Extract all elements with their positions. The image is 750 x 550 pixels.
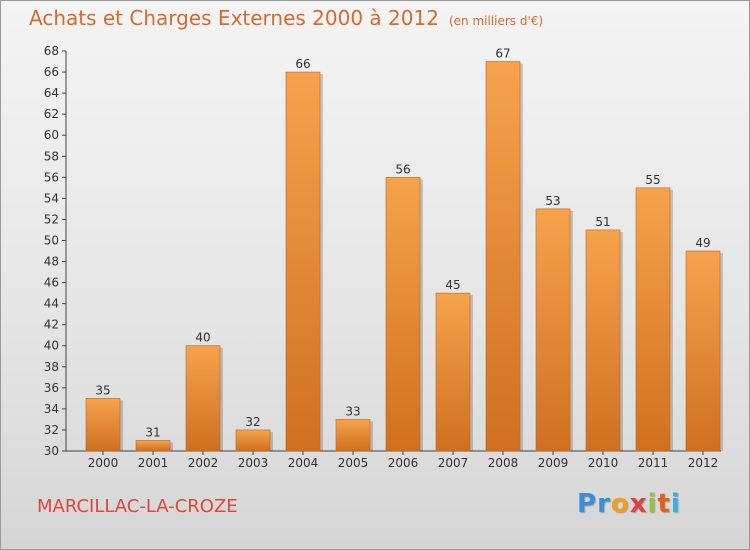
logo-letter: t: [657, 489, 671, 519]
logo-letter: r: [597, 489, 611, 519]
bar-2011: [635, 187, 671, 452]
y-tick-label: 62: [44, 107, 59, 121]
y-tick-label: 68: [44, 44, 59, 58]
logo-letter: P: [577, 489, 598, 519]
x-tick-label: 2003: [238, 456, 269, 470]
y-tick-label: 40: [44, 339, 59, 353]
x-tick-label: 2005: [338, 456, 369, 470]
data-label: 56: [395, 162, 410, 176]
y-tick-label: 36: [44, 381, 59, 395]
x-tick-label: 2012: [688, 456, 719, 470]
bar-2005: [335, 419, 371, 452]
data-label: 35: [95, 383, 110, 397]
proxiti-logo: Proxiti: [577, 489, 681, 519]
data-label: 66: [295, 57, 310, 71]
x-tick-label: 2007: [438, 456, 469, 470]
y-tick-label: 58: [44, 149, 59, 163]
bar-2012: [685, 250, 721, 452]
x-tick-label: 2001: [138, 456, 169, 470]
y-tick-label: 34: [44, 402, 59, 416]
data-label: 31: [145, 425, 160, 439]
x-tick-label: 2004: [288, 456, 319, 470]
data-label: 53: [545, 194, 560, 208]
y-tick-label: 66: [44, 65, 59, 79]
x-tick-label: 2002: [188, 456, 219, 470]
bar-2008: [485, 61, 521, 452]
x-tick-label: 2006: [388, 456, 419, 470]
y-tick-label: 48: [44, 255, 59, 269]
logo-letter: o: [610, 489, 630, 519]
data-label: 55: [645, 173, 660, 187]
y-tick-label: 60: [44, 128, 59, 142]
x-tick-label: 2010: [588, 456, 619, 470]
bar-2004: [285, 71, 321, 452]
bar-2001: [135, 440, 171, 452]
logo-letter: i: [670, 489, 681, 519]
x-tick-label: 2009: [538, 456, 569, 470]
y-tick-label: 38: [44, 360, 59, 374]
y-tick-label: 32: [44, 423, 59, 437]
x-tick-label: 2008: [488, 456, 519, 470]
bar-2000: [85, 398, 121, 452]
y-tick-label: 50: [44, 233, 59, 247]
logo-letter: i: [647, 489, 658, 519]
data-label: 51: [595, 215, 610, 229]
data-label: 32: [245, 415, 260, 429]
y-tick-label: 42: [44, 318, 59, 332]
y-tick-label: 44: [44, 297, 59, 311]
y-tick-label: 64: [44, 86, 59, 100]
bar-2006: [385, 177, 421, 452]
bar-2003: [235, 429, 271, 452]
town-name: MARCILLAC-LA-CROZE: [37, 496, 238, 517]
y-tick-label: 54: [44, 191, 59, 205]
y-tick-label: 52: [44, 212, 59, 226]
x-tick-label: 2011: [638, 456, 669, 470]
y-tick-label: 56: [44, 170, 59, 184]
chart-title: Achats et Charges Externes 2000 à 2012 (e…: [29, 6, 543, 30]
data-label: 33: [345, 404, 360, 418]
x-tick-label: 2000: [88, 456, 119, 470]
bar-2002: [185, 345, 221, 452]
data-label: 49: [695, 236, 710, 250]
bar-2009: [535, 208, 571, 452]
chart-subtitle: (en milliers d'€): [448, 14, 544, 28]
bar-2010: [585, 229, 621, 452]
data-label: 67: [495, 47, 510, 61]
chart-title-text: Achats et Charges Externes 2000 à 2012: [29, 6, 439, 30]
y-tick-label: 46: [44, 276, 59, 290]
y-tick-label: 30: [44, 444, 59, 458]
data-label: 45: [445, 278, 460, 292]
logo-letter: x: [629, 489, 648, 519]
bar-2007: [435, 292, 471, 452]
data-label: 40: [195, 331, 210, 345]
